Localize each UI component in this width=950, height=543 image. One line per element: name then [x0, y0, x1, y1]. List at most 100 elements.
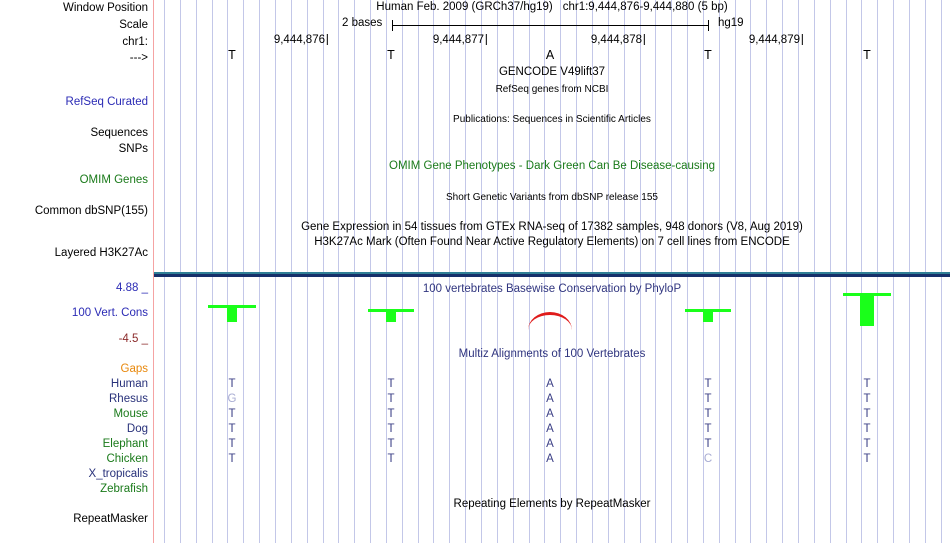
- alignment-base-chicken: T: [387, 453, 395, 465]
- publications-title[interactable]: Publications: Sequences in Scientific Ar…: [453, 114, 651, 125]
- gridline: [766, 0, 767, 543]
- alignment-base-mouse: T: [387, 408, 395, 420]
- multiz-title[interactable]: Multiz Alignments of 100 Vertebrates: [458, 348, 646, 360]
- gridline: [941, 0, 942, 543]
- track-label-repeatmasker[interactable]: RepeatMasker: [73, 513, 148, 525]
- track-label-window-position[interactable]: Window Position: [62, 2, 148, 14]
- alignment-base-chicken: A: [546, 453, 554, 465]
- alignment-base-rhesus: A: [546, 393, 554, 405]
- track-label-sequences[interactable]: Sequences: [90, 127, 148, 139]
- gridline: [465, 0, 466, 543]
- window-coordinates: chr1:9,444,876-9,444,880 (5 bp): [562, 1, 728, 13]
- gridline: [687, 0, 688, 543]
- gridline: [180, 0, 181, 543]
- ruler-tick-mark: [802, 34, 803, 45]
- repeatmasker-title[interactable]: Repeating Elements by RepeatMasker: [453, 498, 651, 510]
- alignment-base-chicken: T: [863, 453, 871, 465]
- gridline: [830, 0, 831, 543]
- gridline: [703, 0, 704, 543]
- gridline: [560, 0, 561, 543]
- track-label-omim-genes[interactable]: OMIM Genes: [79, 174, 148, 186]
- track-label-species-x-tropicalis[interactable]: X_tropicalis: [88, 468, 148, 480]
- alignment-base-human: A: [546, 378, 554, 390]
- track-label-scale[interactable]: Scale: [119, 19, 148, 31]
- phylop-title[interactable]: 100 vertebrates Basewise Conservation by…: [422, 283, 682, 295]
- gridline: [798, 0, 799, 543]
- scale-bar: [392, 20, 709, 31]
- ruler-tick-mark: [644, 34, 645, 45]
- track-label-cons-min[interactable]: -4.5 _: [118, 333, 148, 345]
- track-label-species-rhesus[interactable]: Rhesus: [109, 393, 148, 405]
- gencode-title[interactable]: GENCODE V49lift37: [498, 66, 606, 78]
- gridline: [909, 0, 910, 543]
- alignment-base-human: T: [228, 378, 236, 390]
- ruler-tick: 9,444,879: [749, 34, 803, 46]
- phylop-bar: [860, 296, 874, 326]
- alignment-base-chicken: C: [703, 453, 713, 465]
- alignment-base-mouse: T: [228, 408, 236, 420]
- gridline: [386, 0, 387, 543]
- alignment-base-mouse: A: [546, 408, 554, 420]
- alignment-base-elephant: T: [228, 438, 236, 450]
- gridline: [418, 0, 419, 543]
- gridline: [227, 0, 228, 543]
- gridline: [212, 0, 213, 543]
- genome-browser-data-panel[interactable]: Human Feb. 2009 (GRCh37/hg19) chr1:9,444,…: [154, 0, 950, 543]
- h3k27ac-title[interactable]: H3K27Ac Mark (Often Found Near Active Re…: [314, 236, 790, 248]
- track-label-column: Window Position Scale chr1: ---> RefSeq Cura…: [0, 0, 152, 543]
- track-label-refseq-curated[interactable]: RefSeq Curated: [65, 96, 148, 108]
- alignment-base-elephant: T: [863, 438, 871, 450]
- gridline: [529, 0, 530, 543]
- alignment-base-rhesus: T: [387, 393, 395, 405]
- dbsnp-title[interactable]: Short Genetic Variants from dbSNP releas…: [446, 192, 658, 203]
- track-label-species-elephant[interactable]: Elephant: [102, 438, 148, 450]
- gridline: [497, 0, 498, 543]
- track-label-cons-max[interactable]: 4.88 _: [116, 282, 148, 294]
- track-label-cons-track[interactable]: 100 Vert. Cons: [71, 307, 148, 319]
- gridline: [338, 0, 339, 543]
- gtex-title[interactable]: Gene Expression in 54 tissues from GTEx …: [301, 221, 803, 233]
- gridline: [196, 0, 197, 543]
- track-label-chrom[interactable]: chr1:: [122, 36, 148, 48]
- assembly-name: Human Feb. 2009 (GRCh37/hg19): [376, 1, 553, 13]
- refseq-title[interactable]: RefSeq genes from NCBI: [495, 84, 609, 95]
- gridline: [275, 0, 276, 543]
- ruler-tick: 9,444,877: [433, 34, 487, 46]
- phylop-bar-cap: [843, 293, 891, 296]
- alignment-base-dog: T: [387, 423, 395, 435]
- gridline: [655, 0, 656, 543]
- gridline: [814, 0, 815, 543]
- phylop-bar: [703, 312, 713, 322]
- alignment-base-dog: A: [546, 423, 554, 435]
- track-label-common-dbsnp[interactable]: Common dbSNP(155): [34, 205, 148, 217]
- track-label-strand[interactable]: --->: [129, 52, 148, 64]
- track-label-gaps[interactable]: Gaps: [120, 363, 149, 375]
- track-label-layered-h3k27ac[interactable]: Layered H3K27Ac: [54, 247, 148, 259]
- alignment-base-human: T: [704, 378, 712, 390]
- scale-label: 2 bases: [342, 17, 383, 29]
- gridline: [893, 0, 894, 543]
- gridline: [544, 0, 545, 543]
- track-label-species-chicken[interactable]: Chicken: [106, 453, 148, 465]
- track-label-snps[interactable]: SNPs: [118, 143, 148, 155]
- reference-base: A: [545, 48, 555, 62]
- window-position-text: Human Feb. 2009 (GRCh37/hg19) chr1:9,444,…: [154, 1, 950, 13]
- alignment-base-human: T: [387, 378, 395, 390]
- alignment-base-rhesus: T: [863, 393, 871, 405]
- track-label-species-zebrafish[interactable]: Zebrafish: [100, 483, 148, 495]
- alignment-base-elephant: T: [704, 438, 712, 450]
- phylop-negative-bar: [528, 312, 572, 321]
- alignment-base-rhesus: G: [227, 393, 237, 405]
- gridline: [846, 0, 847, 543]
- ruler-tick: 9,444,876: [274, 34, 328, 46]
- gridline: [719, 0, 720, 543]
- assembly-badge: hg19: [718, 17, 744, 29]
- alignment-base-mouse: T: [704, 408, 712, 420]
- track-label-species-dog[interactable]: Dog: [126, 423, 148, 435]
- gridline: [671, 0, 672, 543]
- omim-title[interactable]: OMIM Gene Phenotypes - Dark Green Can Be…: [389, 160, 715, 172]
- track-label-species-human[interactable]: Human: [110, 378, 148, 390]
- gridline: [259, 0, 260, 543]
- ruler-tick-label: 9,444,876: [273, 34, 325, 46]
- track-label-species-mouse[interactable]: Mouse: [113, 408, 148, 420]
